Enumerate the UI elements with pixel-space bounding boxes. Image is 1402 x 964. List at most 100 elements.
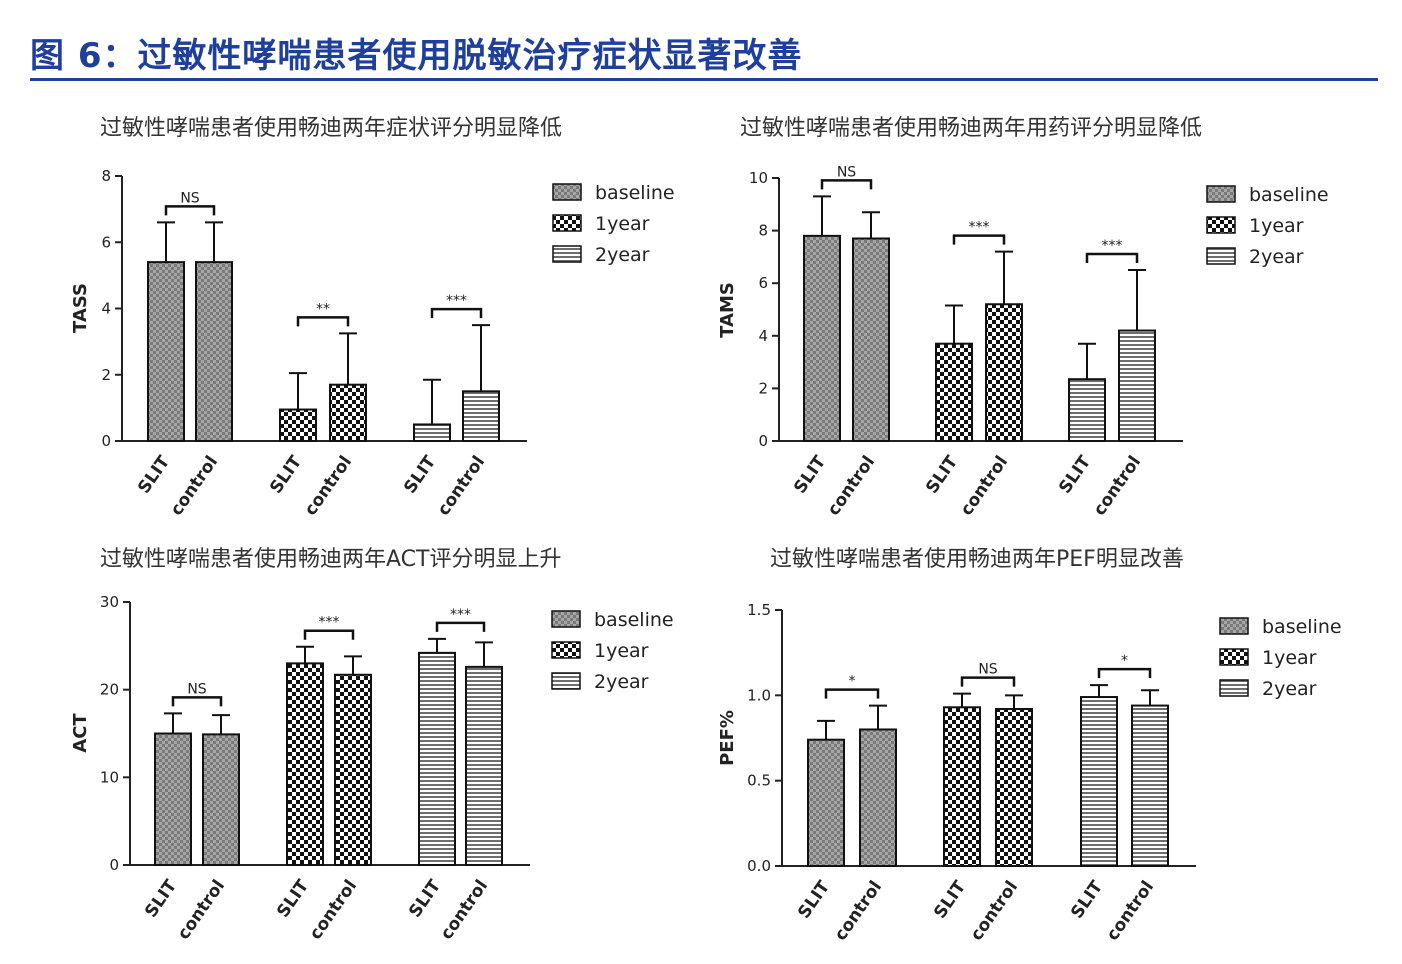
- x-category-label: SLIT: [141, 876, 181, 921]
- y-tick-label: 8: [101, 167, 111, 185]
- significance-bracket: [296, 316, 350, 327]
- x-category-label: control: [434, 452, 489, 519]
- significance-label: NS: [187, 681, 206, 697]
- y-tick-label: 0: [109, 856, 119, 874]
- bar: [147, 261, 185, 442]
- significance-label: ***: [1102, 238, 1123, 254]
- x-category-label: control: [824, 452, 879, 519]
- legend-label: 2year: [1249, 246, 1304, 268]
- y-tick-label: 0: [101, 432, 111, 450]
- y-tick-label: 2: [101, 366, 111, 384]
- x-category-label: control: [1103, 877, 1158, 944]
- x-category-label: control: [957, 452, 1012, 519]
- significance-label: *: [849, 674, 856, 690]
- bar: [852, 237, 890, 442]
- legend-label: baseline: [1262, 616, 1342, 638]
- bar: [803, 234, 841, 442]
- legend-label: 1year: [1262, 647, 1317, 669]
- significance-bracket: [952, 234, 1006, 245]
- legend-swatch: [1206, 216, 1236, 234]
- significance-label: NS: [837, 164, 856, 180]
- figure-header: 图 6：过敏性哮喘患者使用脱敏治疗症状显著改善: [30, 22, 1378, 81]
- significance-bracket: [824, 688, 880, 699]
- y-tick-label: 20: [100, 681, 119, 699]
- legend-swatch: [551, 610, 581, 628]
- significance-bracket: [1085, 252, 1139, 264]
- x-category-label: SLIT: [266, 452, 306, 497]
- bar: [1118, 329, 1156, 443]
- y-tick-label: 6: [101, 233, 111, 251]
- bar: [1068, 378, 1106, 443]
- legend-swatch: [1219, 648, 1249, 666]
- significance-bracket: [303, 629, 355, 640]
- significance-label: NS: [180, 190, 199, 206]
- legend-label: baseline: [594, 609, 674, 631]
- y-tick-label: 0: [758, 432, 768, 450]
- legend-swatch: [1206, 185, 1236, 203]
- x-category-label: SLIT: [790, 452, 830, 497]
- bar: [462, 390, 500, 442]
- significance-bracket: [164, 205, 216, 216]
- chart-title: 过敏性哮喘患者使用畅迪两年PEF明显改善: [770, 547, 1184, 572]
- bar: [279, 408, 317, 442]
- chart-panel-4: 过敏性哮喘患者使用畅迪两年PEF明显改善 0.0 0.5 1.0 1.5 PEF% SLIT…: [717, 547, 1342, 944]
- bar: [202, 733, 240, 866]
- y-tick-label: 1.5: [747, 601, 771, 619]
- legend-label: baseline: [595, 182, 675, 204]
- legend-swatch: [551, 641, 581, 659]
- significance-bracket: [435, 621, 486, 632]
- x-category-label: SLIT: [400, 452, 440, 497]
- legend-label: baseline: [1249, 184, 1329, 206]
- significance-bracket: [820, 179, 873, 190]
- legend-label: 1year: [1249, 215, 1304, 237]
- y-axis-label: TAMS: [717, 282, 738, 338]
- legend-swatch: [551, 672, 581, 690]
- y-axis-label: TASS: [70, 283, 91, 333]
- x-category-label: control: [306, 876, 361, 943]
- y-tick-label: 6: [758, 274, 768, 292]
- y-tick-label: 4: [758, 327, 768, 345]
- y-tick-label: 10: [100, 768, 119, 786]
- x-category-label: control: [174, 876, 229, 943]
- x-category-label: SLIT: [405, 876, 445, 921]
- chart-panel-3: 过敏性哮喘患者使用畅迪两年ACT评分明显上升0102030ACTSLITcont…: [70, 547, 674, 943]
- significance-label: ***: [319, 615, 340, 631]
- legend-label: 2year: [594, 671, 649, 693]
- bar: [1131, 704, 1169, 867]
- y-tick-label: 10: [749, 169, 768, 187]
- x-category-label: SLIT: [930, 877, 970, 922]
- legend-swatch: [1219, 617, 1249, 635]
- bar: [465, 665, 503, 867]
- y-tick-label: 30: [100, 593, 119, 611]
- chart-title: 过敏性哮喘患者使用畅迪两年用药评分明显降低: [740, 116, 1202, 141]
- bar: [334, 673, 372, 866]
- y-tick-label: 2: [758, 379, 768, 397]
- legend-label: 2year: [595, 244, 650, 266]
- legend-swatch: [552, 183, 582, 201]
- x-category-label: control: [167, 452, 222, 519]
- bar: [329, 383, 367, 442]
- legend-label: 1year: [594, 640, 649, 662]
- bar: [418, 651, 456, 867]
- x-category-label: control: [301, 452, 356, 519]
- chart-panel-1: 过敏性哮喘患者使用畅迪两年症状评分明显降低02468TASSSLITcontro…: [70, 116, 675, 519]
- bar: [935, 342, 973, 442]
- legend-swatch: [552, 214, 582, 232]
- x-category-label: SLIT: [134, 452, 174, 497]
- chart-title: 过敏性哮喘患者使用畅迪两年症状评分明显降低: [100, 116, 562, 141]
- y-tick-label: 4: [101, 300, 111, 318]
- x-category-label: SLIT: [794, 877, 834, 922]
- x-category-label: SLIT: [1067, 877, 1107, 922]
- significance-bracket: [960, 676, 1016, 687]
- significance-label: NS: [978, 662, 997, 678]
- y-tick-label: 0.5: [747, 772, 771, 790]
- bar: [195, 261, 233, 442]
- bar: [859, 728, 897, 868]
- bar: [943, 706, 981, 868]
- bar: [413, 423, 451, 442]
- x-category-label: control: [437, 876, 492, 943]
- bar: [995, 707, 1033, 868]
- bar: [154, 732, 192, 866]
- significance-label: ***: [450, 607, 471, 623]
